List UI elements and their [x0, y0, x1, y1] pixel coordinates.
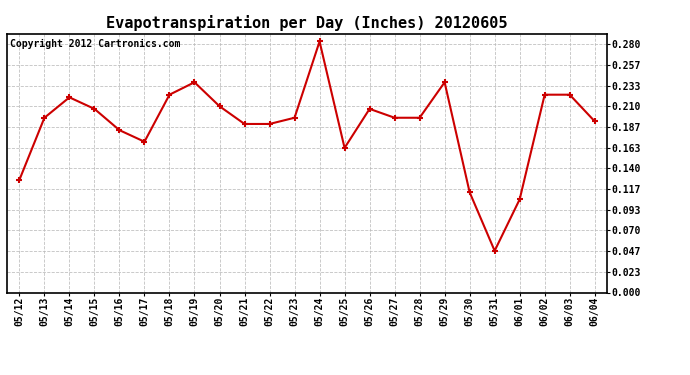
Text: Copyright 2012 Cartronics.com: Copyright 2012 Cartronics.com [10, 39, 180, 49]
Title: Evapotranspiration per Day (Inches) 20120605: Evapotranspiration per Day (Inches) 2012… [106, 15, 508, 31]
